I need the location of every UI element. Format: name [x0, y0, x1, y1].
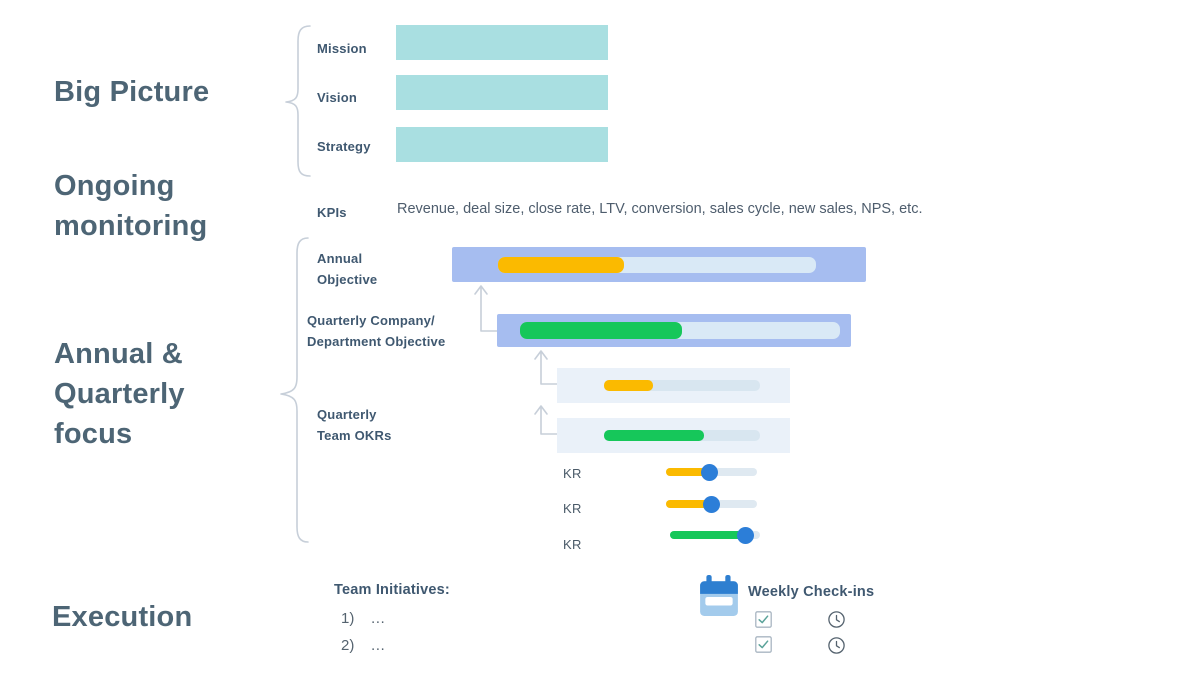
arrow-team2-to-team1	[534, 405, 558, 435]
kpis-examples-text: Revenue, deal size, close rate, LTV, con…	[397, 201, 923, 217]
section-label-ongoing-monitoring: Ongoing monitoring	[54, 170, 208, 242]
quarterly-objective-label: Quarterly Company/ Department Objective	[307, 313, 446, 349]
initiative-text-2: …	[370, 637, 386, 654]
arrow-quarterly-to-annual	[474, 285, 498, 332]
vision-label: Vision	[317, 90, 357, 105]
quarterly-objective-progress	[520, 322, 682, 339]
kr-slider-thumb-3	[737, 527, 754, 544]
initiative-text-1: …	[370, 610, 386, 627]
vision-bar	[396, 75, 608, 110]
team-okr-progress-1	[604, 380, 653, 391]
arrow-team1-to-quarterly	[534, 350, 558, 385]
kr-slider-3	[670, 531, 760, 539]
section-label-annual-quarterly-focus: Annual & Quarterly focus	[54, 338, 185, 450]
initiative-item-1: 1) …	[341, 610, 385, 627]
team-okr-track-2	[604, 430, 760, 441]
annual-objective-track	[498, 257, 816, 273]
mission-label: Mission	[317, 41, 367, 56]
team-initiatives-title: Team Initiatives:	[334, 582, 450, 598]
team-okrs-label: Quarterly Team OKRs	[317, 407, 392, 443]
calendar-icon	[700, 575, 738, 616]
checkbox-checked-icon-1	[755, 611, 772, 628]
checkbox-checked-icon-2	[755, 636, 772, 653]
quarterly-objective-track	[520, 322, 840, 339]
annual-objective-bar	[452, 247, 866, 282]
kr-label-3: KR	[563, 537, 582, 552]
kr-fill-2	[666, 500, 712, 508]
strategy-bar	[396, 127, 608, 162]
weekly-checkins-title: Weekly Check-ins	[748, 584, 875, 600]
kpis-label: KPIs	[317, 205, 347, 220]
brace-annual-quarterly	[280, 237, 309, 543]
brace-big-picture	[285, 25, 311, 177]
quarterly-objective-bar	[497, 314, 851, 347]
team-okr-bar-2	[557, 418, 790, 453]
kr-fill-3	[670, 531, 745, 539]
strategy-label: Strategy	[317, 139, 371, 154]
section-label-execution: Execution	[52, 601, 193, 633]
clock-icon-2	[828, 637, 845, 654]
initiative-item-2: 2) …	[341, 637, 385, 654]
kr-slider-thumb-2	[703, 496, 720, 513]
team-okr-progress-2	[604, 430, 704, 441]
initiative-number-1: 1)	[341, 610, 355, 627]
kr-slider-thumb-1	[701, 464, 718, 481]
mission-bar	[396, 25, 608, 60]
team-okr-track-1	[604, 380, 760, 391]
annual-objective-progress	[498, 257, 624, 273]
kr-fill-1	[666, 468, 710, 476]
initiative-number-2: 2)	[341, 637, 355, 654]
annual-objective-label: Annual Objective	[317, 251, 378, 287]
clock-icon-1	[828, 611, 845, 628]
kr-label-1: KR	[563, 466, 582, 481]
kr-label-2: KR	[563, 501, 582, 516]
team-okr-bar-1	[557, 368, 790, 403]
section-label-big-picture: Big Picture	[54, 76, 210, 108]
